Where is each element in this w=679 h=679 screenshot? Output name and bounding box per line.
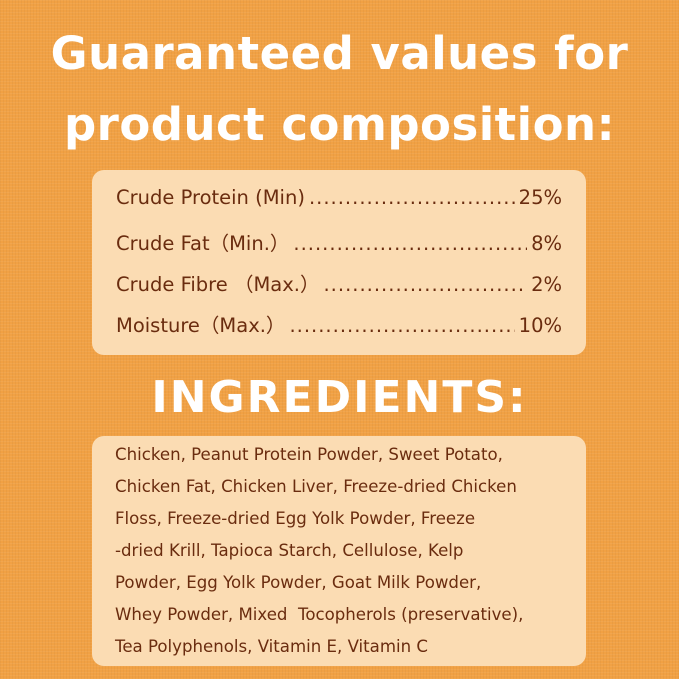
composition-value: 8% (531, 232, 562, 255)
composition-row: Crude Fat（Min.） 8% (116, 227, 562, 256)
composition-row: Crude Fibre （Max.） 2% (116, 268, 562, 297)
dot-leader (323, 273, 527, 296)
ingredients-line: Whey Powder, Mixed Tocopherols (preserva… (115, 605, 524, 624)
composition-row: Moisture（Max.） 10% (116, 309, 562, 338)
dot-leader (293, 232, 527, 255)
ingredients-line: Chicken, Peanut Protein Powder, Sweet Po… (115, 445, 503, 464)
composition-label: Crude Fat（Min.） (116, 232, 290, 255)
ingredients-line: Powder, Egg Yolk Powder, Goat Milk Powde… (115, 573, 482, 592)
heading-line-1: Guaranteed values for (50, 27, 629, 80)
dot-leader (289, 314, 514, 337)
composition-panel: Crude Protein (Min) 25% Crude Fat（Min.） … (92, 170, 586, 355)
composition-label: Moisture（Max.） (116, 314, 286, 337)
dot-leader (309, 186, 515, 209)
ingredients-line: Chicken Fat, Chicken Liver, Freeze-dried… (115, 477, 517, 496)
composition-value: 25% (518, 186, 562, 209)
ingredients-title: INGREDIENTS: (151, 372, 528, 423)
ingredients-panel: Chicken, Peanut Protein Powder, Sweet Po… (92, 436, 586, 666)
heading-line-2: product composition: (63, 98, 616, 151)
composition-value: 10% (518, 314, 562, 337)
composition-label: Crude Protein (Min) (116, 186, 305, 209)
composition-label: Crude Fibre （Max.） (116, 273, 320, 296)
composition-row: Crude Protein (Min) 25% (116, 186, 562, 209)
composition-value: 2% (531, 273, 562, 296)
ingredients-line: -dried Krill, Tapioca Starch, Cellulose,… (115, 541, 464, 560)
ingredients-line: Tea Polyphenols, Vitamin E, Vitamin C (115, 637, 428, 656)
ingredients-line: Floss, Freeze-dried Egg Yolk Powder, Fre… (115, 509, 476, 528)
